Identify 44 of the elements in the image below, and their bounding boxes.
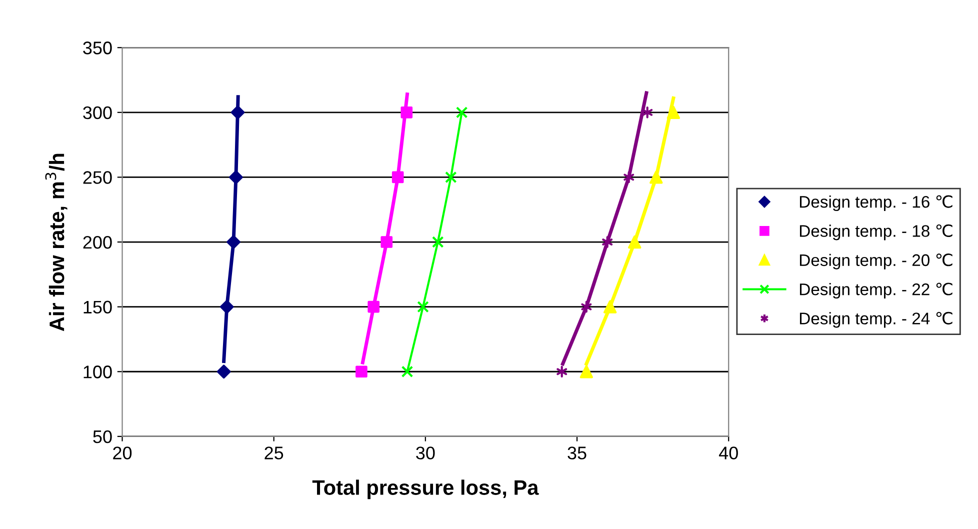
point bbox=[216, 364, 231, 379]
y-tick-label: 100 bbox=[84, 366, 112, 378]
y-tick-label: 50 bbox=[93, 430, 112, 444]
point bbox=[368, 300, 380, 313]
legend-label: Design temp. - 16 ℃ bbox=[800, 195, 952, 212]
point bbox=[603, 300, 617, 314]
point bbox=[220, 300, 234, 314]
point bbox=[380, 236, 393, 248]
legend-label: Design temp. - 22 ℃ bbox=[800, 282, 952, 299]
point bbox=[432, 236, 444, 248]
point bbox=[356, 366, 368, 378]
y-axis-title: Air flow rate, m$^{3}$/h bbox=[45, 154, 68, 332]
legend-label: Design temp. - 18 ℃ bbox=[800, 224, 952, 240]
point bbox=[580, 365, 594, 378]
legend-label: Design temp. - 20 ℃ bbox=[800, 254, 952, 270]
y-tick-label: 200 bbox=[83, 236, 112, 249]
x-tick-label: 40 bbox=[718, 446, 738, 460]
point bbox=[401, 366, 414, 378]
point bbox=[581, 300, 592, 313]
x-tick-label: 25 bbox=[264, 446, 284, 460]
point bbox=[642, 106, 653, 118]
x-tick-label: 35 bbox=[568, 446, 586, 460]
x-tick-label: 30 bbox=[416, 446, 435, 460]
point bbox=[650, 170, 663, 184]
point bbox=[444, 171, 457, 184]
x-axis-title: Total pressure loss, Pa bbox=[312, 480, 539, 500]
point bbox=[392, 171, 404, 184]
point bbox=[602, 236, 613, 248]
y-tick-label: 300 bbox=[83, 106, 112, 120]
point bbox=[628, 235, 642, 249]
point bbox=[417, 300, 429, 313]
point bbox=[556, 366, 568, 378]
x-tick-label: 20 bbox=[113, 446, 132, 460]
point bbox=[400, 106, 413, 118]
point bbox=[230, 105, 245, 120]
y-tick-label: 350 bbox=[83, 42, 112, 54]
y-tick-label: 250 bbox=[83, 171, 112, 184]
point bbox=[229, 170, 243, 184]
legend-label: Design temp. - 24 ℃ bbox=[800, 312, 952, 328]
point bbox=[456, 106, 468, 118]
y-tick-label: 150 bbox=[84, 300, 112, 314]
point bbox=[666, 106, 680, 120]
point bbox=[624, 171, 634, 184]
point bbox=[226, 235, 240, 249]
